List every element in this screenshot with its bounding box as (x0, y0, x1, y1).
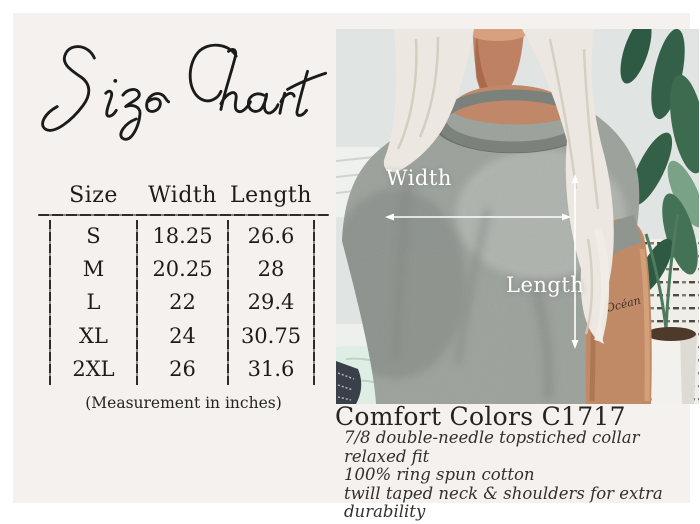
product-photo: Océan (336, 29, 699, 404)
product-features: 7/8 double-needle topstiched collar rela… (344, 428, 696, 522)
cell-length: 31.6 (247, 357, 295, 382)
cell-length: 30.75 (240, 323, 302, 348)
length-arrow (571, 174, 579, 349)
column-header-size: Size (69, 183, 118, 208)
photo-scene: Océan (336, 29, 699, 404)
table-row: XL 24 30.75 (50, 319, 314, 352)
cell-length: 29.4 (247, 290, 295, 315)
neck (468, 29, 528, 100)
plant-leaves (620, 29, 699, 330)
cell-length: 26.6 (247, 223, 295, 248)
width-arrow (385, 213, 571, 221)
content-card: Size Chart Si (13, 13, 699, 521)
cell-size: 2XL (72, 357, 115, 382)
table-row: L 22 29.4 (50, 286, 314, 319)
table-row: 2XL 26 31.6 (50, 353, 314, 386)
script-word-chart (188, 43, 328, 117)
measurement-note: (Measurement in inches) (85, 394, 282, 412)
table-grid-line (49, 220, 51, 385)
column-header-width: Width (148, 183, 217, 208)
table-grid-line (313, 220, 315, 385)
feature-line: 100% ring spun cotton (344, 465, 535, 485)
page-title-text: Size Chart (13, 13, 14, 14)
table-grid-line (136, 220, 138, 385)
hair (383, 29, 614, 344)
table-grid-line (227, 220, 229, 385)
size-table-header: Size Width Length (50, 183, 314, 211)
feature-line: 7/8 double-needle topstiched collar (344, 428, 640, 447)
size-table: S 18.25 26.6 M 20.25 28 L 22 29.4 XL 24 … (49, 219, 315, 386)
feature-line: relaxed fit (344, 446, 430, 466)
cell-width: 26 (169, 357, 196, 382)
cell-length: 28 (257, 257, 285, 282)
cell-size: L (86, 290, 101, 315)
feature-line: twill taped neck & shoulders for extra d… (344, 483, 663, 522)
table-row: M 20.25 28 (50, 252, 314, 285)
table-row: S 18.25 26.6 (50, 219, 314, 252)
column-header-length: Length (230, 183, 312, 208)
width-annotation-label: Width (386, 166, 452, 190)
table-header-rule (38, 214, 329, 217)
cell-size: XL (79, 323, 108, 348)
product-name: Comfort Colors C1717 (335, 402, 626, 431)
script-word-size (41, 45, 171, 141)
page-title (41, 43, 328, 141)
cell-width: 24 (169, 323, 196, 348)
cell-size: S (86, 223, 101, 248)
cell-size: M (82, 257, 105, 282)
cell-width: 18.25 (152, 223, 213, 248)
dark-blanket (336, 361, 362, 404)
length-annotation-label: Length (506, 273, 585, 297)
cell-width: 20.25 (152, 257, 213, 282)
plant-pot (646, 327, 697, 404)
cell-width: 22 (169, 290, 196, 315)
